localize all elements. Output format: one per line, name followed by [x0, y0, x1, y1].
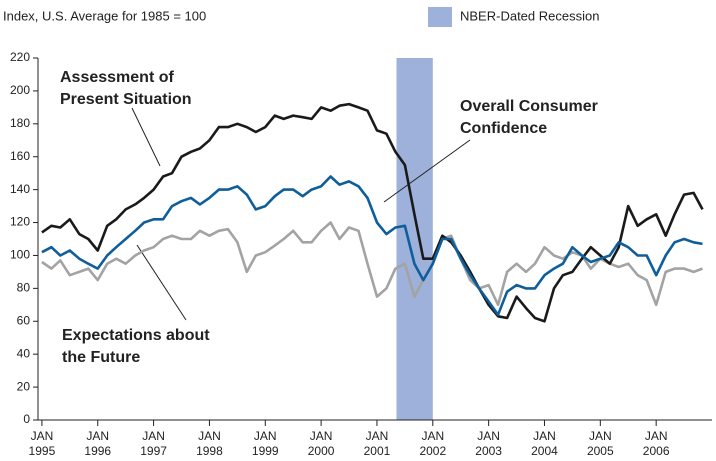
x-tick-label: 2004	[531, 444, 558, 458]
x-tick-label: 2001	[364, 444, 391, 458]
y-tick-label: 20	[17, 379, 31, 393]
x-tick-month: JAN	[421, 429, 444, 443]
leader-line	[131, 107, 161, 167]
x-tick-month: JAN	[589, 429, 612, 443]
x-tick-month: JAN	[645, 429, 668, 443]
annotation: Assessment of	[60, 69, 174, 86]
y-tick-label: 200	[10, 83, 30, 97]
x-tick-label: 2006	[643, 444, 670, 458]
x-tick-month: JAN	[254, 429, 277, 443]
annotation: the Future	[62, 349, 140, 366]
series-line	[41, 221, 703, 307]
x-tick-label: 2002	[419, 444, 446, 458]
x-tick-label: 1998	[196, 444, 223, 458]
x-tick-month: JAN	[31, 429, 54, 443]
x-tick-month: JAN	[533, 429, 556, 443]
leader-line	[383, 139, 471, 203]
y-tick-label: 60	[17, 313, 31, 327]
series-line	[41, 175, 703, 316]
y-tick-label: 160	[10, 149, 30, 163]
legend-label: NBER-Dated Recession	[460, 8, 599, 23]
x-tick-label: 2000	[308, 444, 335, 458]
annotation: Overall Consumer	[460, 98, 598, 115]
x-tick-label: 2005	[587, 444, 614, 458]
y-tick-label: 140	[10, 182, 30, 196]
y-tick-label: 220	[10, 50, 30, 64]
y-tick-label: 100	[10, 248, 30, 262]
y-tick-label: 80	[17, 281, 31, 295]
annotation: Expectations about	[62, 327, 210, 344]
x-tick-month: JAN	[477, 429, 500, 443]
legend-swatch	[428, 7, 452, 27]
x-tick-month: JAN	[86, 429, 109, 443]
annotation: Confidence	[460, 120, 547, 137]
x-tick-label: 1995	[29, 444, 56, 458]
recession-band	[396, 58, 433, 420]
y-tick-label: 120	[10, 215, 30, 229]
leader-line	[136, 244, 187, 321]
x-tick-month: JAN	[366, 429, 389, 443]
x-tick-label: 1996	[84, 444, 111, 458]
annotation: Present Situation	[60, 91, 192, 108]
y-axis-label: Index, U.S. Average for 1985 = 100	[3, 8, 206, 23]
x-tick-label: 1999	[252, 444, 279, 458]
y-tick-label: 40	[17, 346, 31, 360]
x-tick-label: 1997	[140, 444, 167, 458]
x-tick-label: 2003	[475, 444, 502, 458]
x-tick-month: JAN	[142, 429, 165, 443]
x-tick-month: JAN	[198, 429, 221, 443]
x-tick-month: JAN	[310, 429, 333, 443]
y-tick-label: 0	[23, 412, 30, 426]
series-line	[41, 102, 704, 323]
y-tick-label: 180	[10, 116, 30, 130]
annotations: Assessment of Present Situation Overall Co…	[60, 69, 598, 366]
